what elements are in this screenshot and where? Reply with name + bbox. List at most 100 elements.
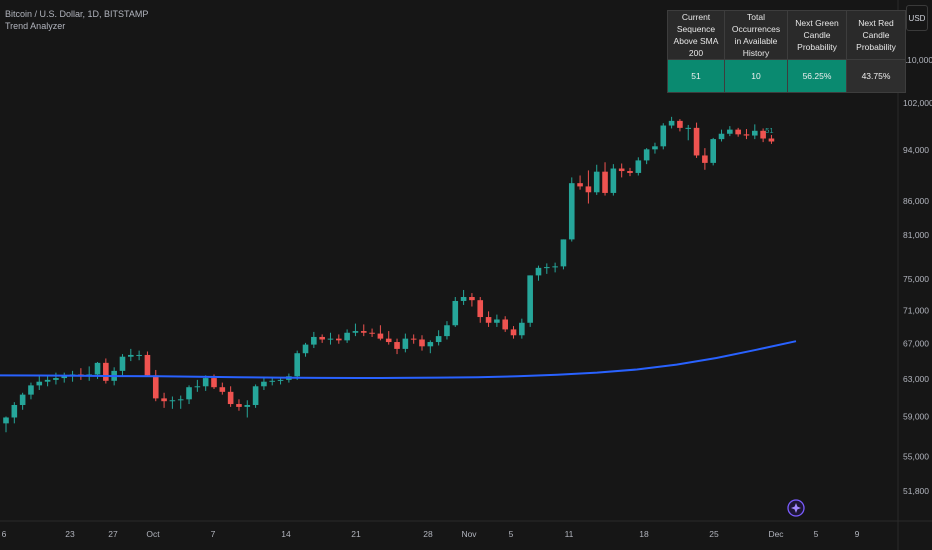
x-tick-label: 25 [709,529,719,539]
y-tick-label: 55,000 [903,452,929,462]
candle-body [477,300,484,318]
y-tick-label: 94,000 [903,145,929,155]
candle-body [535,267,542,276]
candle-body [743,134,750,136]
y-tick-label: 86,000 [903,196,929,206]
candle-body [227,391,234,405]
candle-body [585,186,592,193]
symbol-title: Bitcoin / U.S. Dollar, 1D, BITSTAMP [5,9,149,19]
candle-body [460,297,467,301]
candle-body [294,353,300,377]
candle-body [360,331,367,333]
candle-body [402,338,409,349]
y-tick-label: 110,000 [903,55,932,65]
header-next-red-probability: Next Red Candle Probability [846,10,906,60]
candle-body [169,400,176,402]
candle-body [103,362,109,381]
candle-body [194,386,201,388]
x-tick-label: 18 [639,529,649,539]
candle-body [727,129,733,134]
header-current-sequence: Current Sequence Above SMA 200 [667,10,725,60]
candle-body [369,332,375,334]
y-tick-label: 67,000 [903,339,929,349]
y-tick-label: 51,800 [903,486,929,496]
candle-body [593,171,600,193]
value-total-occurrences: 10 [724,59,788,93]
x-tick-label: 28 [423,529,433,539]
indicator-name[interactable]: Trend Analyzer [5,21,66,31]
candle-body [702,155,708,163]
y-tick-label: 81,000 [903,230,929,240]
y-tick-label: 63,000 [903,374,929,384]
candle-body [677,120,683,128]
x-tick-label: 27 [108,529,118,539]
candle-body [202,378,209,387]
candle-body [128,354,134,357]
candle-body [502,319,508,330]
candle-body [302,344,309,354]
sparkle-icon [791,503,801,513]
candle-body [277,379,284,381]
candle-body [385,338,392,343]
candle-body [635,160,642,173]
candle-body [568,183,575,240]
candle-body [252,386,259,405]
candle-body [627,171,633,173]
candle-body [760,130,766,139]
x-tick-label: 21 [351,529,361,539]
candle-body [469,297,475,301]
candle-body [710,139,716,163]
candle-body [485,317,492,323]
candle-body [261,381,267,387]
x-tick-label: Oct [146,529,160,539]
x-tick-label: 9 [855,529,860,539]
value-next-red-probability: 43.75% [846,59,906,93]
go-to-realtime-button[interactable] [787,499,805,517]
candle-body [219,387,226,392]
currency-button[interactable]: USD [906,5,928,31]
candle-body [44,379,51,382]
x-tick-label: 5 [814,529,819,539]
candle-body [652,146,658,150]
candle-body [735,129,741,135]
candle-body [136,354,142,356]
candle-body [236,404,242,407]
candle-body [768,138,775,142]
value-current-sequence: 51 [667,59,725,93]
candle-body [410,338,417,340]
trend-stats-table: Current Sequence Above SMA 200 Total Occu… [667,10,906,93]
candle-body [660,125,667,147]
candle-body [161,398,167,402]
x-tick-label: 5 [509,529,514,539]
candle-body [19,394,26,405]
candle-body [327,338,334,340]
table-header-row: Current Sequence Above SMA 200 Total Occu… [667,10,906,60]
sequence-count-label: 51 [765,126,773,135]
candle-body [352,331,359,333]
candle-body [552,266,558,268]
y-tick-label: 75,000 [903,274,929,284]
value-next-green-probability: 56.25% [787,59,847,93]
candle-body [53,378,59,380]
candle-body [510,329,517,336]
candle-body [618,168,625,172]
y-tick-label: 71,000 [903,306,929,316]
candle-body [186,387,192,400]
candle-body [752,130,758,136]
candle-body [119,356,126,371]
candle-body [527,275,533,323]
candle-body [94,362,101,375]
candle-body [693,127,700,156]
x-tick-label: Nov [461,529,477,539]
candle-body [36,381,43,386]
candle-body [344,332,350,341]
y-tick-label: 102,000 [903,98,932,108]
header-next-green-probability: Next Green Candle Probability [787,10,847,60]
candle-body [452,300,459,326]
candle-body [435,336,442,343]
candle-body [177,399,184,401]
candle-body [244,404,251,407]
candle-body [377,333,384,339]
candle-body [319,336,325,340]
